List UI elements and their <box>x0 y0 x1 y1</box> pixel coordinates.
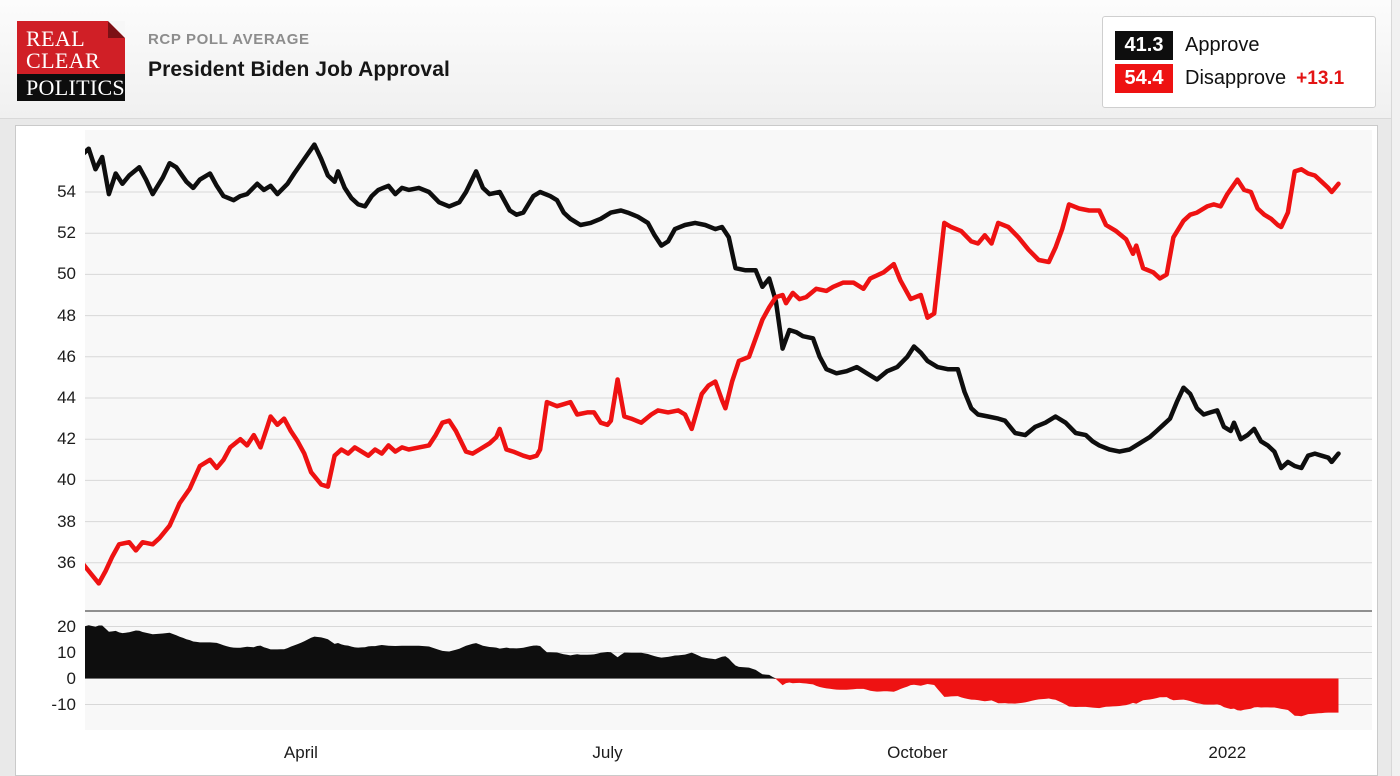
x-axis-label: October <box>887 743 948 762</box>
rcp-logo-text: REAL CLEAR <box>17 26 125 74</box>
y-axis-label-spread: 0 <box>66 668 76 688</box>
disapprove-value-badge: 54.4 <box>1115 64 1173 93</box>
header-bar: REAL CLEAR POLITICS RCP POLL AVERAGE Pre… <box>0 0 1400 119</box>
spread-area-chart <box>85 625 1372 717</box>
y-axis-label-main: 50 <box>57 264 76 284</box>
y-axis-label-main: 44 <box>57 388 76 407</box>
y-axis-label-main: 46 <box>57 346 76 366</box>
y-axis-label-spread: 10 <box>57 642 76 662</box>
chart-divider <box>85 610 1372 612</box>
spread-badge: +13.1 <box>1296 67 1345 89</box>
chart-kicker: RCP POLL AVERAGE <box>148 31 310 48</box>
logo-line-clear: CLEAR <box>26 48 101 74</box>
y-axis-label-main: 36 <box>57 552 76 572</box>
legend-row-approve: 41.3 Approve <box>1115 31 1363 60</box>
page-title: President Biden Job Approval <box>148 58 450 81</box>
approve-value-badge: 41.3 <box>1115 31 1173 60</box>
logo-line-politics: POLITICS <box>17 74 125 101</box>
rcp-logo[interactable]: REAL CLEAR POLITICS <box>17 21 125 101</box>
approve-label: Approve <box>1185 34 1260 56</box>
disapprove-label: Disapprove <box>1185 67 1287 89</box>
y-axis-label-main: 48 <box>57 305 76 325</box>
spread-area-negative <box>85 678 1339 717</box>
y-axis-label-spread: -10 <box>51 694 76 714</box>
approval-line-chart <box>85 142 1372 586</box>
y-axis-label-main: 52 <box>57 223 76 243</box>
y-axis-label-main: 40 <box>57 470 76 490</box>
vertical-scrollbar[interactable] <box>1391 0 1400 776</box>
disapprove-line <box>85 167 1341 586</box>
x-axis-label: April <box>283 743 318 762</box>
legend-box: 41.3 Approve 54.4 Disapprove +13.1 <box>1102 16 1376 108</box>
legend-row-disapprove: 54.4 Disapprove +13.1 <box>1115 64 1363 93</box>
x-axis-label: 2022 <box>1208 743 1247 762</box>
y-axis-label-main: 54 <box>57 182 76 201</box>
y-axis-label-main: 38 <box>57 511 76 531</box>
approve-line <box>85 142 1341 471</box>
x-axis-label: July <box>592 743 623 762</box>
y-axis-label-main: 42 <box>57 429 76 449</box>
spread-area-positive <box>85 625 1339 679</box>
y-axis-label-spread: 20 <box>57 616 76 636</box>
logo-line-real: REAL <box>26 26 86 51</box>
